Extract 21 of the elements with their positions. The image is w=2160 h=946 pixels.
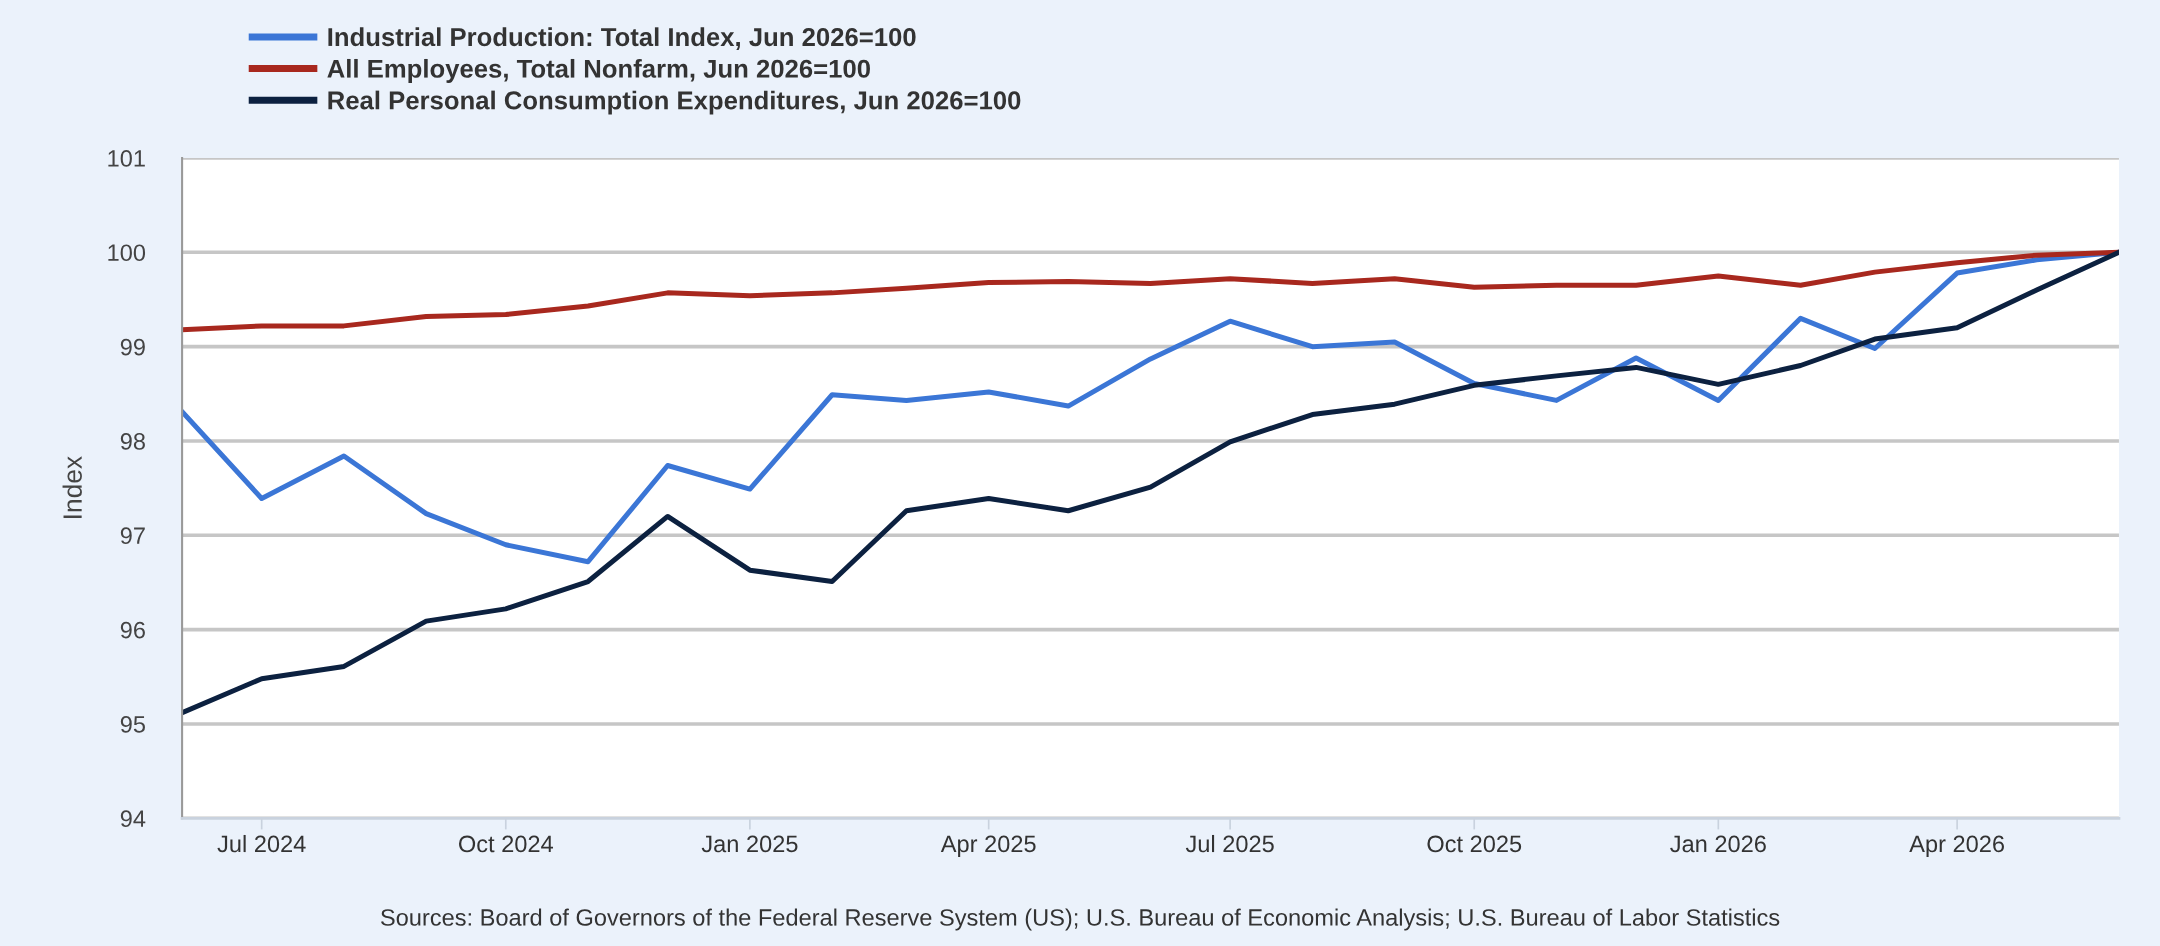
y-tick-label: 100 [108, 244, 146, 262]
x-tick-label: Jul 2024 [217, 834, 306, 853]
x-tick-label: Apr 2025 [940, 835, 1036, 857]
y-tick-label: 98 [120, 433, 145, 450]
x-tick-label: Jul 2025 [1185, 834, 1274, 853]
y-tick-label: 99 [120, 338, 145, 356]
y-tick-label: 97 [120, 527, 145, 545]
source-note: Sources: Board of Governors of the Federal Reserve System (US); U.S. Bureau of Economic Analysis; U.S. Bureau of Labor Statistics [380, 908, 1780, 931]
legend-label: Real Personal Consumption Expenditures, Jun 2026=100 [328, 90, 1021, 115]
x-tick-label: Jan 2026 [1670, 835, 1766, 853]
y-tick-label: 101 [108, 150, 145, 167]
y-axis-title: Index [62, 456, 82, 518]
y-tick-label: 94 [120, 810, 146, 828]
y-tick-label: 95 [120, 716, 145, 733]
x-tick-label: Jan 2025 [701, 835, 798, 853]
x-tick-label: Apr 2026 [1909, 835, 2004, 857]
x-tick-label: Oct 2025 [1427, 835, 1522, 853]
x-tick-label: Oct 2024 [459, 835, 553, 853]
legend-label: Industrial Production: Total Index, Jun 2026=100 [328, 27, 916, 50]
legend-label: All Employees, Total Nonfarm, Jun 2026=100 [327, 58, 870, 83]
y-tick-label: 96 [120, 621, 145, 639]
